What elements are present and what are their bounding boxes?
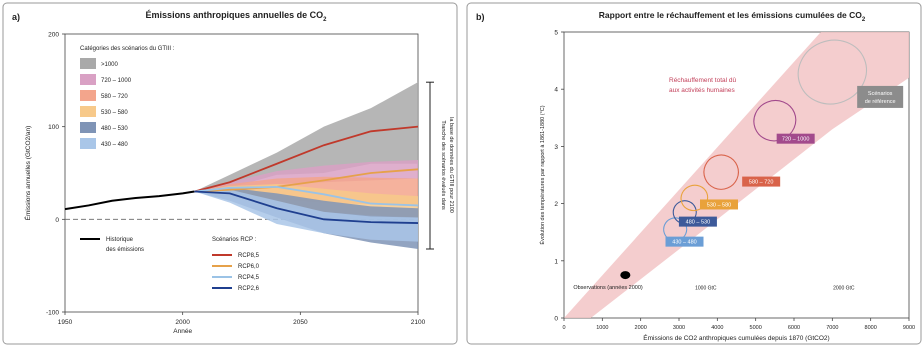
category-label-box — [700, 199, 738, 210]
panel-b-frame — [466, 2, 922, 345]
bracket-text: Tranche des scénarios évalués dans — [440, 120, 446, 210]
panel-b-label: b) — [476, 12, 485, 22]
panel-a-annual-emissions: a) Émissions anthropiques annuelles de CO… — [0, 0, 460, 347]
category-legend-label: 430 – 480 — [101, 142, 128, 148]
bracket-text: la base de données du GTIII pour 2100 — [448, 117, 454, 213]
category-label-box — [742, 176, 781, 187]
y-tick-label: 5 — [554, 30, 558, 37]
band-label: Réchauffement total dû — [669, 77, 736, 84]
category-legend-swatch — [80, 90, 96, 101]
observation-point — [620, 271, 631, 280]
x-tick-label: 2100 — [411, 319, 426, 326]
historical-line — [64, 190, 195, 211]
x-tick-label: 7000 — [826, 325, 838, 331]
ellipse-Sc-narios-de-r-f-rence — [797, 39, 867, 105]
x-tick-label: 9000 — [903, 325, 915, 331]
category-legend-label: >1000 — [101, 62, 119, 68]
category-label-box — [678, 216, 717, 227]
y-tick-label: 4 — [554, 87, 558, 94]
panel-b-title: Rapport entre le réchauffement et les ém… — [599, 10, 866, 23]
rcp-legend-label: RCP8,5 — [238, 253, 260, 259]
x-tick-label: 0 — [562, 325, 565, 331]
rcp-legend-title: Scénarios RCP : — [212, 237, 257, 243]
series-line-RCP2-6 — [194, 190, 419, 224]
panel-a-label: a) — [12, 12, 20, 22]
x-tick-label: 6000 — [788, 325, 800, 331]
category-legend-label: 580 – 720 — [101, 94, 128, 100]
category-legend-swatch — [80, 74, 96, 85]
y-tick-label: 2 — [554, 201, 558, 208]
y-tick-label: 100 — [48, 124, 59, 131]
y-tick-label: 1 — [554, 258, 558, 265]
series-line-RCP6-0 — [194, 168, 419, 193]
category-label-box — [857, 85, 904, 108]
category-legend-swatch — [80, 106, 96, 117]
series-line-RCP8-5 — [194, 125, 419, 193]
category-label-box — [665, 236, 704, 247]
category-legend-swatch — [80, 122, 96, 133]
panel-a-title: Émissions anthropiques annuelles de CO2 — [146, 10, 328, 23]
ellipse-580-720 — [703, 154, 739, 190]
y-axis-label: Émissions annuelles (GtCO2/an) — [23, 126, 32, 221]
band-label: aux activités humaines — [669, 87, 736, 94]
y-tick-label: 0 — [554, 316, 558, 323]
category-legend-label: 530 – 580 — [101, 110, 128, 116]
rcp-legend-label: RCP2,6 — [238, 286, 260, 292]
category-legend-swatch — [80, 58, 96, 69]
x-tick-label: 3000 — [673, 325, 685, 331]
category-label: 580 – 720 — [749, 180, 773, 186]
y-axis-label: Évolution des températures par rapport à… — [539, 105, 546, 244]
category-label: 530 – 580 — [707, 202, 731, 208]
category-label-box — [776, 133, 815, 144]
category-label: Scénarios — [868, 91, 893, 97]
x-tick-label: 5000 — [750, 325, 762, 331]
y-tick-label: -100 — [46, 310, 59, 317]
historical-legend-label: Historique — [106, 237, 134, 243]
panel-a-title-subscript: 2 — [323, 17, 327, 23]
category-legend-label: 480 – 530 — [101, 126, 128, 132]
historical-legend-label: des émissions — [106, 247, 144, 253]
ellipse-530-580 — [680, 184, 709, 212]
x-tick-label: 4000 — [711, 325, 723, 331]
x-tick-label: 1000 — [596, 325, 608, 331]
secondary-axis-label: 2000 GtC — [833, 285, 855, 291]
x-tick-label: 8000 — [865, 325, 877, 331]
panel-b-warming-vs-cumulative: b) Rapport entre le réchauffement et les … — [464, 0, 924, 347]
category-legend-title: Catégories des scénarios du GTIII : — [80, 46, 175, 52]
x-tick-label: 1950 — [58, 319, 73, 326]
y-tick-label: 0 — [55, 217, 59, 224]
category-legend-label: 720 – 1000 — [101, 78, 132, 84]
rcp-legend-label: RCP6,0 — [238, 264, 260, 270]
x-tick-label: 2000 — [635, 325, 647, 331]
category-label: 480 – 530 — [686, 220, 710, 226]
rcp-legend-label: RCP4,5 — [238, 275, 260, 281]
category-label: de référence — [865, 99, 896, 105]
observation-label: Observations (années 2000) — [573, 285, 643, 291]
panel-a-frame — [2, 2, 458, 345]
x-axis-label: Émissions de CO2 anthropiques cumulées d… — [643, 333, 829, 342]
chart-a-svg: a) Émissions anthropiques annuelles de CO… — [2, 2, 458, 345]
y-tick-label: 3 — [554, 144, 558, 151]
category-label: 430 – 480 — [672, 240, 696, 246]
series-line-RCP4-5 — [194, 185, 419, 207]
chart-b-svg: b) Rapport entre le réchauffement et les … — [466, 2, 922, 345]
x-tick-label: 2050 — [293, 319, 308, 326]
panel-b-title-subscript: 2 — [862, 17, 866, 23]
x-axis-label: Année — [173, 328, 192, 335]
y-tick-label: 200 — [48, 32, 59, 39]
category-label: 720 – 1000 — [782, 137, 810, 143]
secondary-axis-label: 1000 GtC — [695, 285, 717, 291]
x-tick-label: 2000 — [175, 319, 190, 326]
category-legend-swatch — [80, 138, 96, 149]
